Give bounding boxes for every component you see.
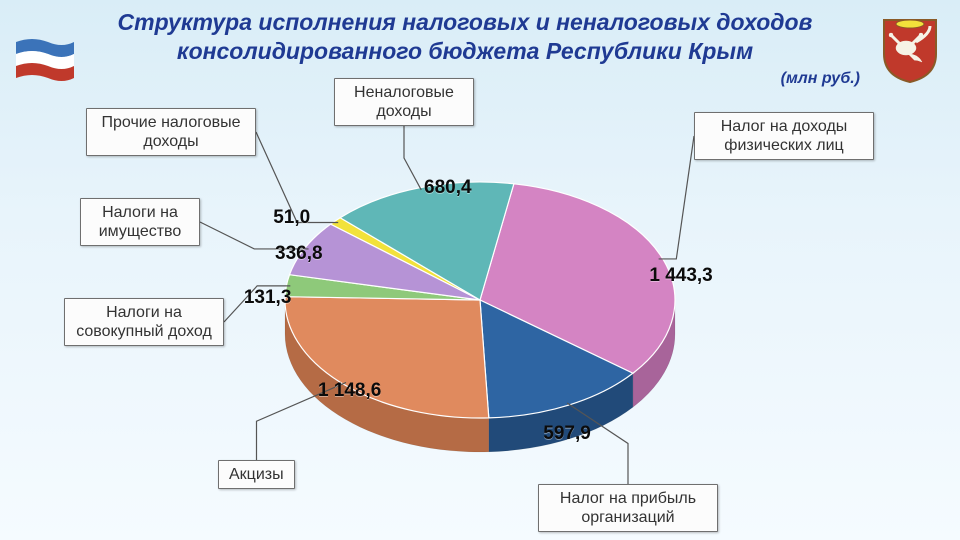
callout-excise: Акцизы [218,460,295,489]
value-label: 1 443,3 [649,265,712,287]
page-title: Структура исполнения налоговых и неналог… [60,8,870,66]
value-label: 597,9 [543,423,591,445]
title-line-2: консолидированного бюджета Республики Кр… [177,38,753,64]
pie-chart [250,120,710,500]
callout-property-tax: Налоги на имущество [80,198,200,246]
value-label: 336,8 [275,243,323,265]
crimea-coat-of-arms-icon [878,14,942,84]
value-label: 1 148,6 [318,380,381,402]
value-label: 51,0 [273,207,310,229]
callout-profit-tax: Налог на прибыль организаций [538,484,718,532]
callout-aggregate-income: Налоги на совокупный доход [64,298,224,346]
callout-ndfl: Налог на доходы физических лиц [694,112,874,160]
crimea-flag-icon [14,38,76,78]
callout-other-tax: Прочие налоговые доходы [86,108,256,156]
value-label: 131,3 [244,287,292,309]
value-label: 680,4 [424,177,472,199]
unit-label: (млн руб.) [781,70,860,88]
title-line-1: Структура исполнения налоговых и неналог… [118,9,813,35]
callout-nontax: Неналоговые доходы [334,78,474,126]
